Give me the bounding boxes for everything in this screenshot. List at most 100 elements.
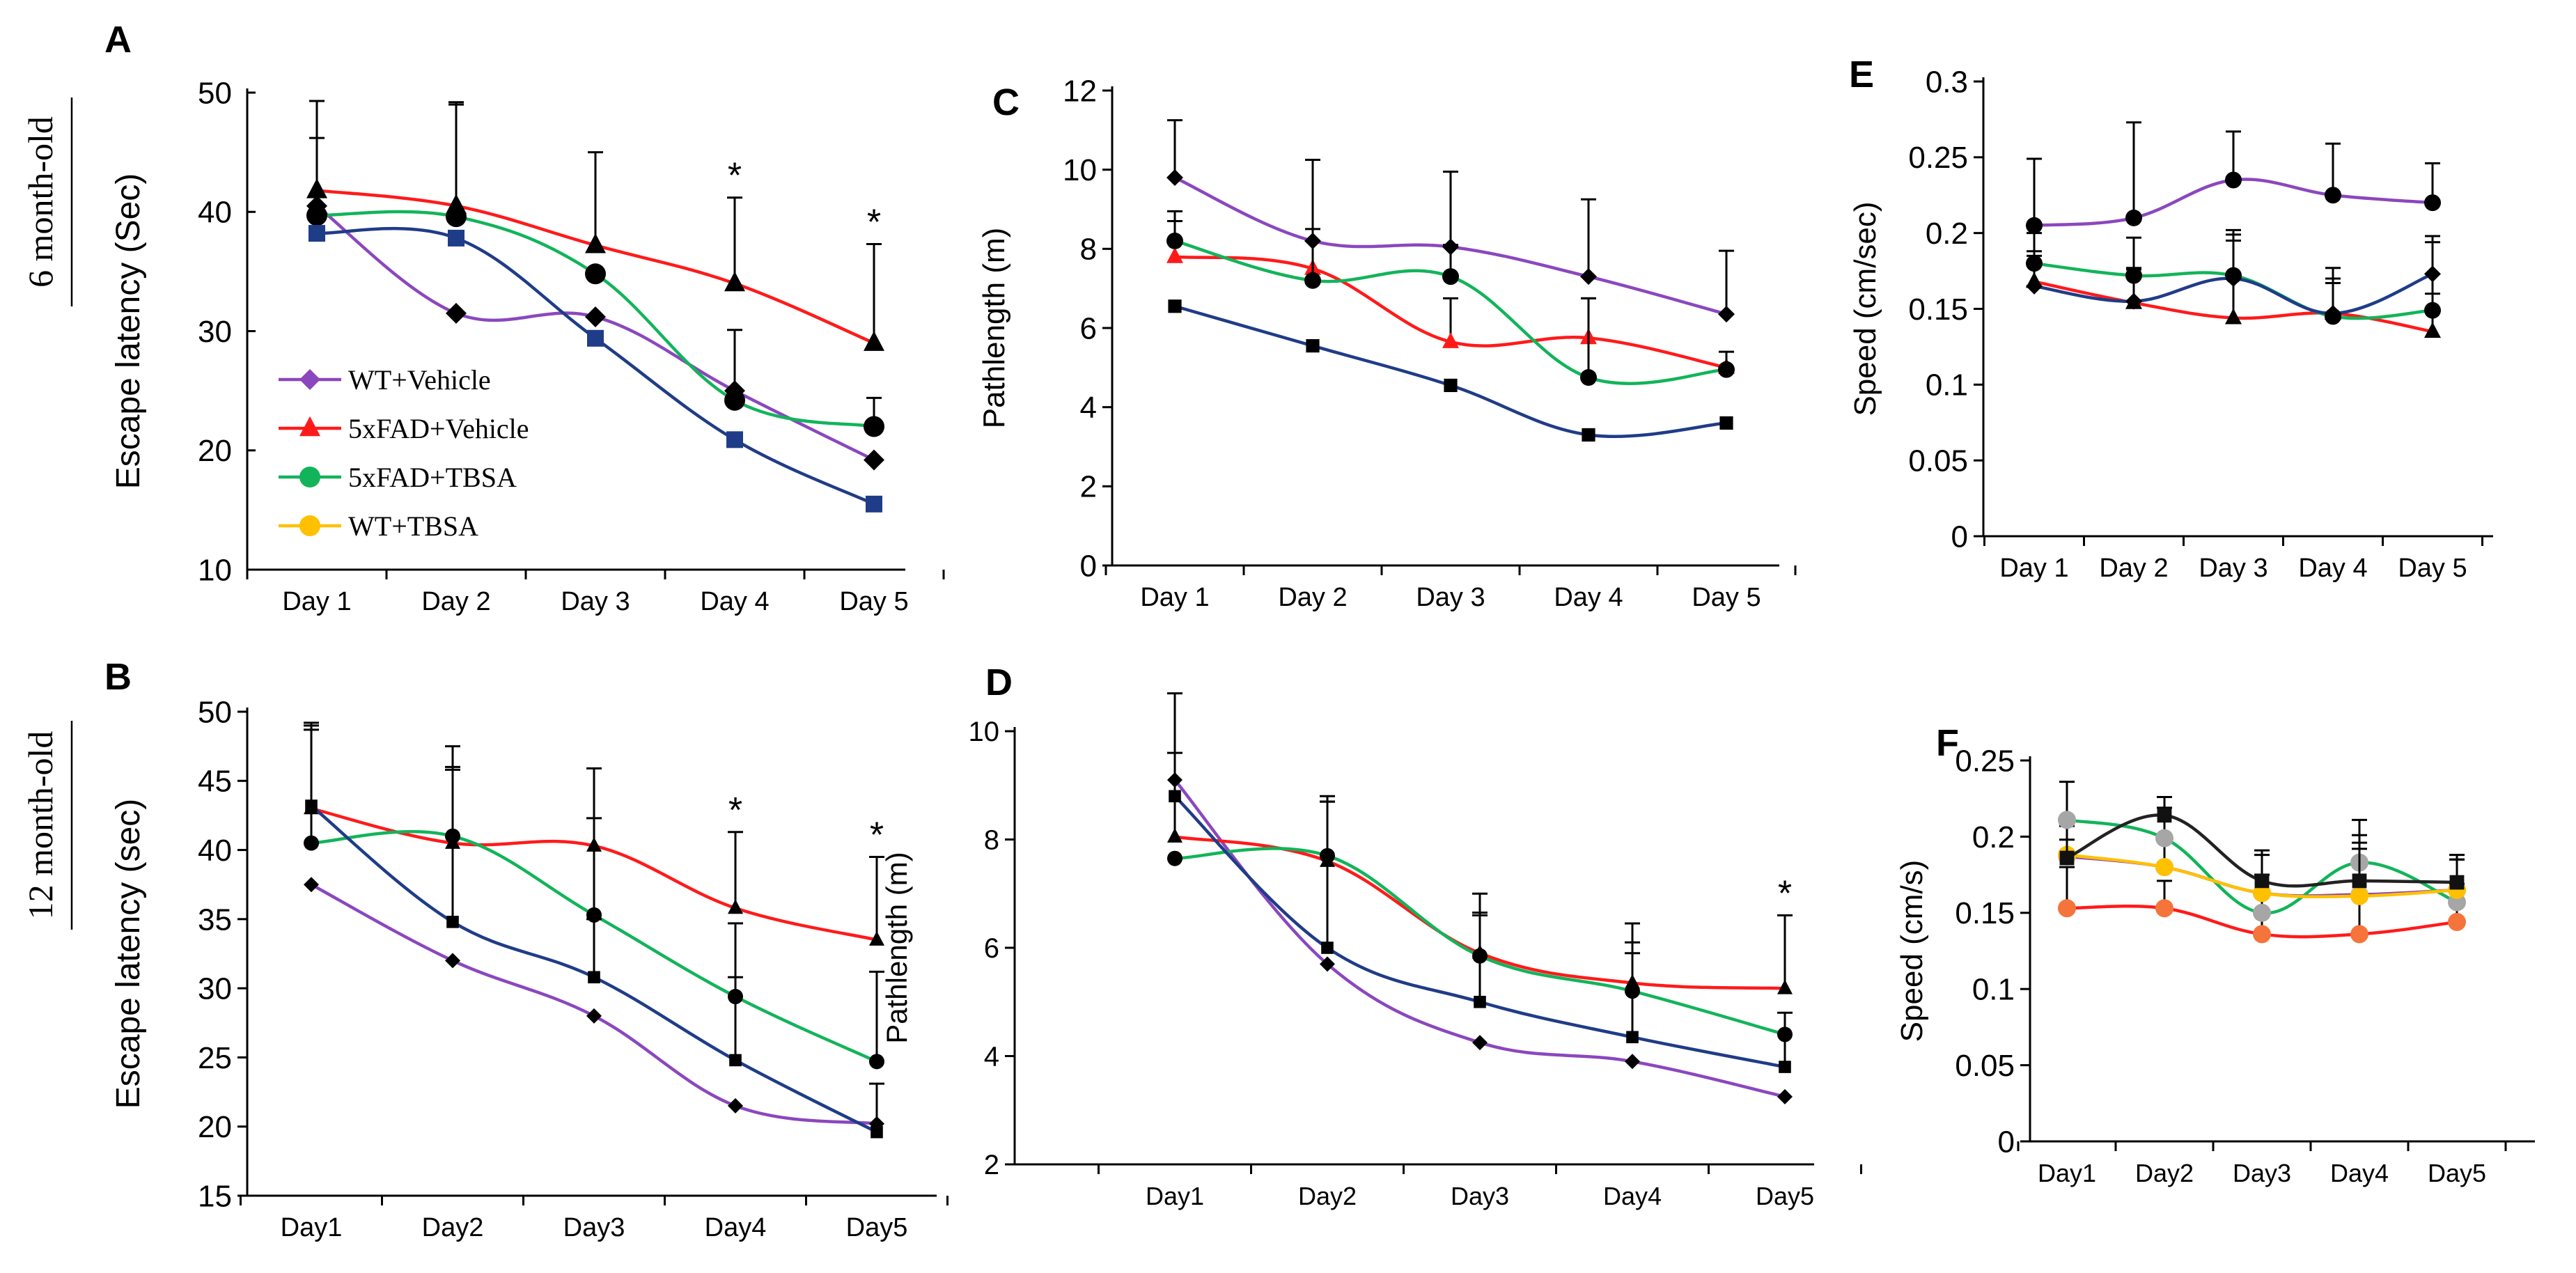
y-tick-label: 10 [1063,153,1097,187]
series [304,728,884,1139]
data-point [1321,942,1334,954]
data-point [869,930,884,946]
x-tick-label: Day2 [2135,1159,2194,1187]
data-point [1625,1054,1640,1070]
data-point [2448,912,2466,931]
y-axis-title: Pathlength (m) [880,852,913,1043]
data-point [726,431,743,448]
data-point [864,449,884,471]
y-tick-label: 6 [1080,311,1097,345]
panel-label: B [104,656,132,698]
legend-swatch-marker [299,369,320,390]
x-tick-label: Day 4 [1554,583,1623,612]
data-point [1320,956,1335,972]
data-point [2350,887,2368,905]
data-point [2254,873,2270,889]
data-point [2449,875,2465,890]
data-point [585,263,606,285]
data-point [2253,884,2271,903]
y-tick-label: 0.2 [1972,820,2015,854]
significance-star: * [867,202,881,242]
data-point [724,389,745,411]
data-point [1166,247,1183,263]
y-tick-label: 30 [198,315,232,349]
data-point [1777,1088,1793,1104]
data-point [1167,850,1182,866]
x-tick-label: Day 4 [2298,554,2367,583]
data-point [305,799,318,812]
data-point [1580,369,1597,386]
panel-F: F 0 0.05 0.1 0.15 0.2 0.25 Day1 Day2 Day3 Day4 Day5… [1895,722,2535,1187]
row-label-text: 12 month-old [21,731,60,920]
data-point [1306,338,1320,353]
y-tick-label: 45 [198,765,232,799]
x-tick-label: Day 3 [1416,583,1485,612]
y-tick-label: 15 [198,1179,232,1213]
series [304,877,884,1132]
series [2026,121,2441,234]
series [1166,210,1735,386]
data-point [1167,827,1182,843]
data-point [585,233,606,253]
data-point [869,1054,884,1070]
data-point [446,206,467,228]
data-point [309,225,325,242]
data-point [304,835,319,851]
data-point [2157,808,2172,823]
y-axis-title: Pathlength (m) [977,228,1011,429]
data-point [304,877,319,893]
data-point [2424,302,2441,319]
data-point [1779,1061,1791,1073]
panel-A: A 10 20 30 40 50 Day 1 Day 2 Day 3 Day 4 Day 5 Esca… [104,19,945,616]
data-point [1444,378,1458,393]
y-tick-label: 0.2 [1926,217,1968,251]
x-tick-label: Day 5 [1692,583,1761,612]
data-point [2424,322,2441,338]
y-tick-label: 0.15 [1955,896,2015,930]
data-point [2424,265,2441,283]
data-point [1582,428,1595,442]
data-point [864,416,884,437]
legend-swatch-marker [299,515,320,536]
y-tick-label: 0.05 [1908,444,1968,478]
data-point [1169,790,1181,803]
data-point [1442,268,1459,286]
series [306,101,884,437]
y-tick-label: 10 [198,553,232,587]
data-point [585,306,606,327]
x-tick-label: Day2 [422,1213,484,1242]
data-point [1474,995,1486,1008]
data-point [588,971,600,984]
y-tick-label: 12 [1063,74,1097,108]
y-tick-label: 40 [198,196,232,230]
data-point [1718,361,1735,378]
x-tick-label: Day 1 [1140,583,1209,612]
panel-label: D [985,662,1013,703]
x-tick-label: Day1 [2038,1159,2096,1187]
x-tick-label: Day 2 [2099,554,2168,583]
significance-star: * [728,156,742,196]
panel-label: A [104,19,132,61]
data-point [306,205,327,226]
y-tick-label: 40 [198,834,232,868]
x-tick-label: Day 3 [2199,554,2267,583]
data-point [2350,925,2368,944]
series [2059,796,2465,890]
data-point [864,331,884,351]
y-tick-label: 20 [198,434,232,468]
data-point [586,1008,602,1024]
legend-label: 5xFAD+TBSA [348,462,517,493]
series [1167,692,1793,1073]
y-tick-label: 0.25 [1908,141,1968,175]
y-tick-label: 0.05 [1955,1049,2015,1083]
x-tick-label: Day3 [563,1213,625,1242]
row-label: 6 month-old [21,97,73,306]
data-point [446,916,459,928]
x-tick-label: Day3 [1451,1182,1509,1210]
series [2026,235,2441,322]
panel-D: D 2 4 6 8 10 Day1 Day2 Day3 Day4 Day5 Pathlength (m… [880,662,1862,1210]
legend-label: WT+Vehicle [348,364,491,396]
x-tick-label: Day2 [1298,1182,1357,1210]
data-point [587,329,604,347]
